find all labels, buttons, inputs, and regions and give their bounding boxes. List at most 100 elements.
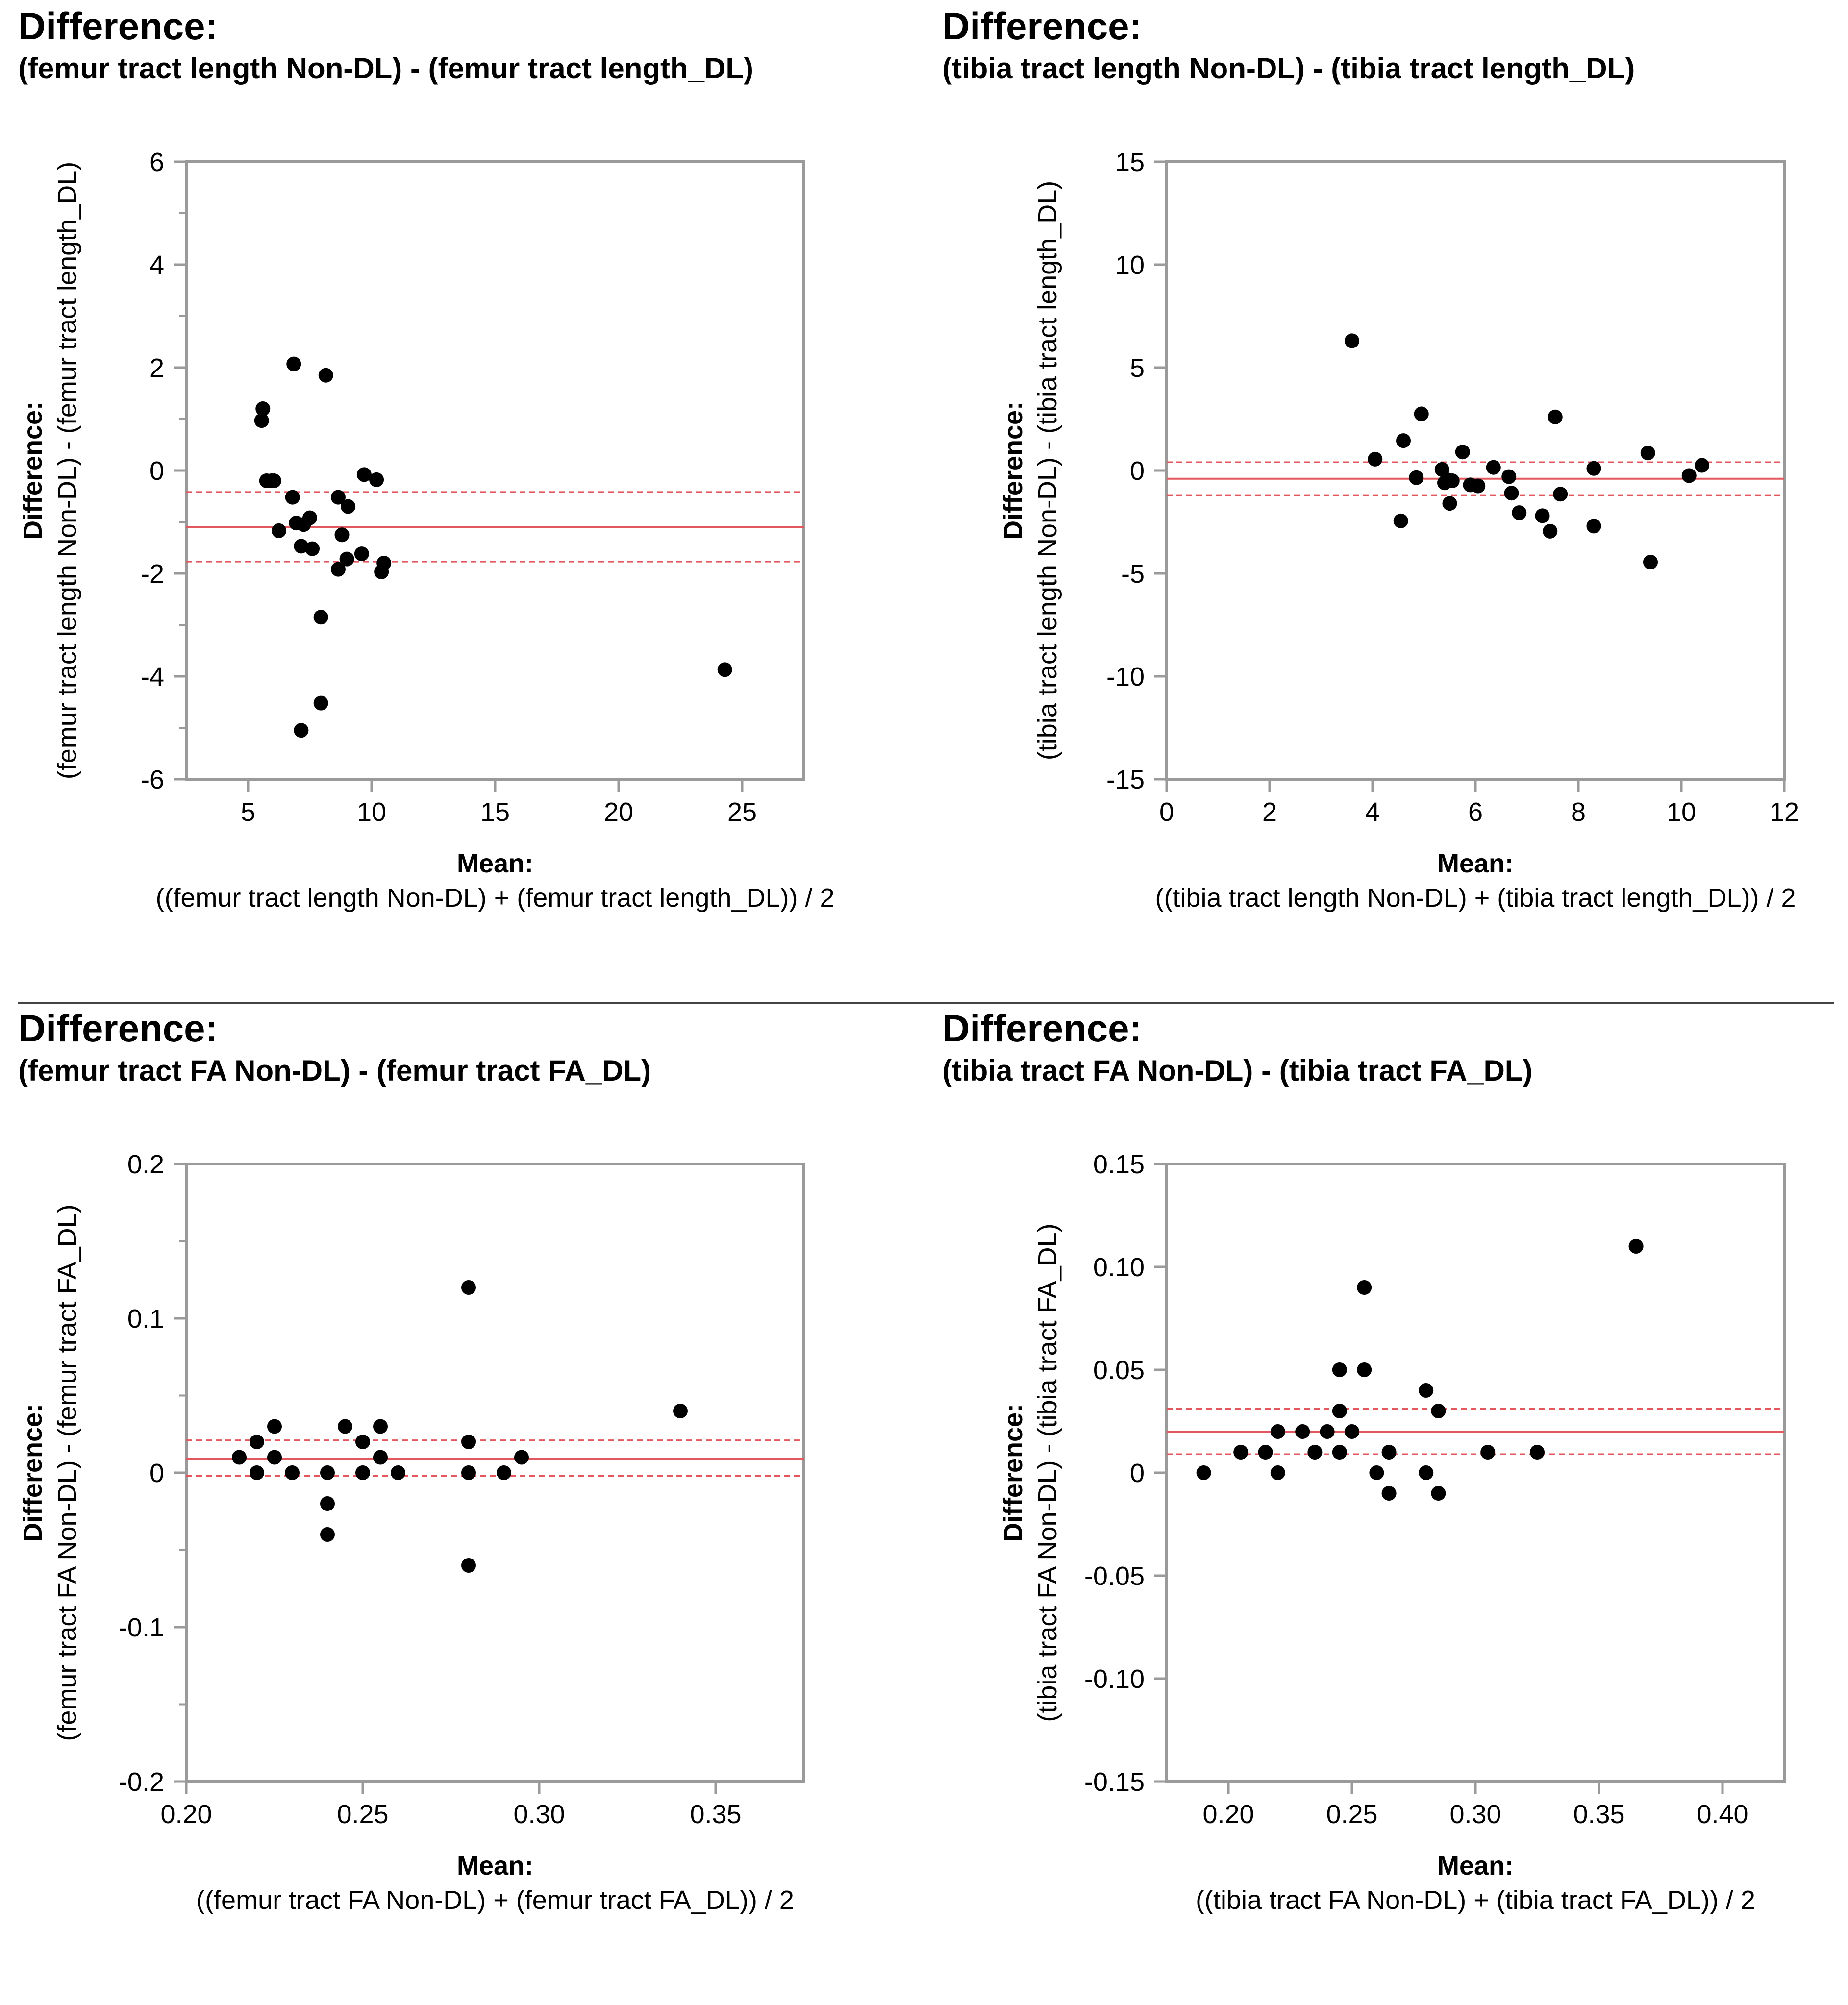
data-point — [267, 1450, 282, 1465]
data-point — [1543, 523, 1558, 539]
data-point — [369, 472, 384, 487]
x-axis-label: ((tibia tract length Non-DL) + (tibia tr… — [1155, 883, 1796, 913]
data-point — [1233, 1445, 1249, 1460]
data-point — [1455, 445, 1470, 460]
data-point — [373, 1450, 388, 1465]
data-point — [1431, 1486, 1446, 1501]
data-point — [305, 541, 320, 556]
x-tick-label: 8 — [1571, 797, 1586, 827]
scatter-chart-femur-fa: -0.2 -0.1 0 0.1 0.2 0.20 0.25 0.30 0.35 Mean: ((fe… — [18, 1150, 805, 1915]
data-point — [1695, 458, 1709, 473]
data-point — [232, 1450, 247, 1465]
y-tick-label: 0 — [1130, 456, 1145, 486]
x-axis-label: ((femur tract length Non-DL) + (femur tr… — [156, 883, 835, 913]
data-point — [461, 1435, 476, 1449]
x-tick-label: 4 — [1365, 797, 1380, 827]
y-tick-label: -0.10 — [1084, 1664, 1145, 1694]
data-point — [318, 368, 333, 383]
data-point — [1640, 446, 1655, 461]
data-point — [320, 1496, 335, 1511]
data-point — [673, 1404, 688, 1418]
data-point — [338, 1419, 352, 1434]
data-point — [497, 1465, 511, 1480]
data-point — [267, 1419, 282, 1434]
data-point — [286, 356, 301, 371]
data-point — [1628, 1239, 1644, 1254]
data-point — [1196, 1465, 1211, 1480]
data-point — [391, 1465, 405, 1480]
y-tick-label: 15 — [1115, 148, 1145, 177]
section-divider — [18, 1002, 1834, 1004]
data-point — [1357, 1280, 1372, 1295]
plot-frame — [185, 1163, 805, 1783]
data-point — [1409, 470, 1424, 485]
data-point — [250, 1435, 264, 1449]
x-tick-label: 0.35 — [1573, 1800, 1624, 1829]
y-axis-label: (tibia tract FA Non-DL) - (tibia tract F… — [1033, 1223, 1062, 1722]
data-point — [1381, 1445, 1397, 1460]
data-point — [461, 1280, 476, 1295]
data-point — [1504, 486, 1519, 501]
bland-altman-panel-femur-fa: Difference: (femur tract FA Non-DL) - (f… — [0, 1002, 924, 2005]
x-tick-label: 25 — [727, 797, 757, 827]
x-tick-label: 10 — [357, 797, 386, 827]
data-point — [1345, 1424, 1359, 1439]
bland-altman-panel-tibia-length: Difference: (tibia tract length Non-DL) … — [924, 0, 1848, 1002]
x-axis-title: Mean: — [1437, 849, 1514, 878]
y-tick-label: 0 — [1130, 1459, 1145, 1488]
data-point — [1548, 409, 1563, 424]
data-point — [250, 1465, 264, 1480]
data-point — [1471, 478, 1486, 494]
x-axis-title: Mean: — [457, 849, 533, 878]
y-tick-label: -10 — [1106, 662, 1145, 692]
y-axis-title: Difference: — [18, 1404, 48, 1542]
x-tick-label: 10 — [1667, 797, 1696, 827]
panel-subtitle: (femur tract length Non-DL) - (femur tra… — [18, 52, 753, 85]
data-point — [1393, 513, 1408, 528]
scatter-chart-tibia-fa: -0.15 -0.10 -0.05 0 0.05 0.10 0.15 0.20 0.25 0.30… — [999, 1150, 1786, 1915]
y-tick-label: -15 — [1106, 765, 1145, 794]
data-point — [461, 1465, 476, 1480]
data-point — [355, 1435, 370, 1449]
data-point — [1419, 1465, 1434, 1480]
panel-title: Difference: — [18, 1007, 218, 1050]
data-point — [1368, 451, 1383, 467]
data-point — [355, 1465, 370, 1480]
y-tick-label: 0.2 — [127, 1150, 164, 1179]
data-point — [341, 499, 356, 514]
data-point — [285, 1465, 300, 1480]
y-axis-title: Difference: — [999, 401, 1028, 540]
y-tick-label: 0.15 — [1093, 1150, 1145, 1179]
data-point — [339, 551, 354, 567]
y-tick-label: 0.05 — [1093, 1356, 1145, 1385]
data-point — [1445, 473, 1460, 488]
x-tick-label: 0.35 — [690, 1800, 741, 1829]
data-point — [354, 546, 369, 562]
bland-altman-panel-femur-length: Difference: (femur tract length Non-DL) … — [0, 0, 924, 1002]
y-tick-label: 10 — [1115, 250, 1145, 280]
x-tick-label: 12 — [1770, 797, 1799, 827]
x-axis-title: Mean: — [457, 1851, 533, 1881]
panel-subtitle: (tibia tract length Non-DL) - (tibia tra… — [942, 52, 1635, 85]
data-point — [1586, 461, 1601, 476]
y-tick-label: 0.1 — [127, 1304, 164, 1334]
y-tick-label: -0.05 — [1084, 1561, 1145, 1591]
data-point — [1258, 1445, 1273, 1460]
y-axis-label: (femur tract length Non-DL) - (femur tra… — [52, 162, 82, 779]
data-point — [376, 556, 392, 570]
x-tick-label: 15 — [480, 797, 510, 827]
y-tick-label: 4 — [150, 250, 164, 280]
data-point — [254, 413, 269, 428]
x-tick-label: 0.25 — [337, 1800, 388, 1829]
data-point — [1486, 460, 1501, 475]
data-point — [1320, 1424, 1335, 1439]
data-point — [1431, 1404, 1446, 1418]
x-tick-label: 0.40 — [1697, 1800, 1748, 1829]
x-tick-label: 0.20 — [160, 1800, 212, 1829]
x-tick-label: 0.30 — [1449, 1800, 1501, 1829]
data-point — [1643, 554, 1658, 569]
y-tick-label: 6 — [150, 148, 164, 177]
plot-frame — [185, 160, 805, 781]
y-tick-label: -0.2 — [119, 1767, 164, 1797]
data-point — [313, 695, 328, 711]
